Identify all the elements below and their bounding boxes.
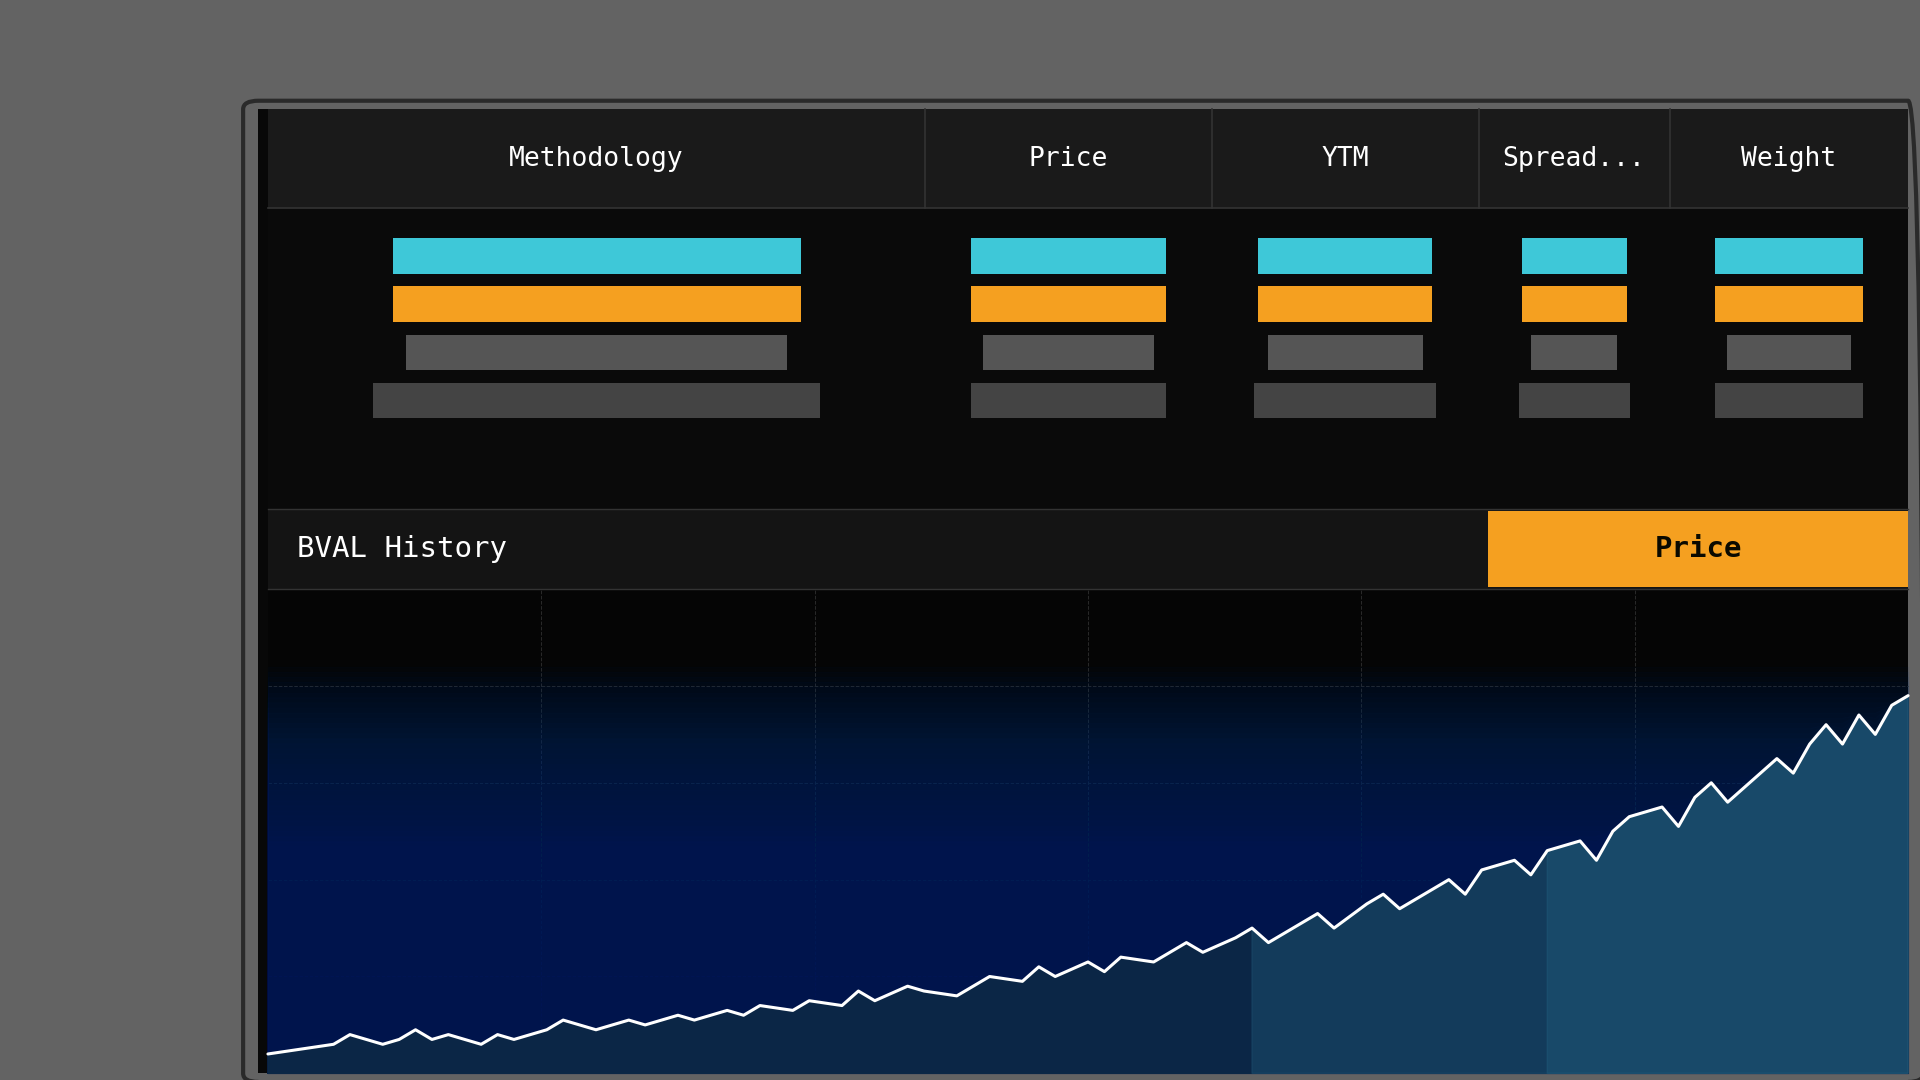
Bar — [1267, 335, 1423, 370]
Text: Price: Price — [1029, 146, 1108, 172]
Bar — [269, 208, 1908, 509]
Bar — [1523, 238, 1626, 273]
Bar — [394, 238, 801, 273]
Bar — [1488, 511, 1908, 586]
Polygon shape — [269, 696, 1908, 1074]
Bar — [1523, 286, 1626, 322]
Bar — [269, 589, 1908, 1074]
Bar — [1532, 335, 1617, 370]
Text: YTM: YTM — [1321, 146, 1369, 172]
Bar — [1715, 383, 1862, 418]
Bar — [394, 286, 801, 322]
Bar — [1519, 383, 1630, 418]
Bar — [1715, 238, 1862, 273]
Bar — [269, 509, 1908, 589]
Text: Methodology: Methodology — [509, 146, 684, 172]
Polygon shape — [1548, 696, 1908, 1074]
Bar — [972, 286, 1165, 322]
Bar — [972, 238, 1165, 273]
Bar — [1258, 286, 1432, 322]
Text: BVAL History: BVAL History — [296, 535, 507, 563]
Bar — [1715, 286, 1862, 322]
Bar — [259, 109, 1908, 1074]
Text: Spread...: Spread... — [1503, 146, 1645, 172]
Bar — [983, 335, 1154, 370]
Bar — [405, 335, 787, 370]
Bar — [269, 109, 1908, 208]
Bar — [1254, 383, 1436, 418]
Bar — [1726, 335, 1851, 370]
Text: Price: Price — [1655, 535, 1741, 563]
Text: Weight: Weight — [1741, 146, 1836, 172]
Bar — [372, 383, 820, 418]
Bar — [1258, 238, 1432, 273]
Bar — [972, 383, 1165, 418]
Polygon shape — [1252, 696, 1908, 1074]
